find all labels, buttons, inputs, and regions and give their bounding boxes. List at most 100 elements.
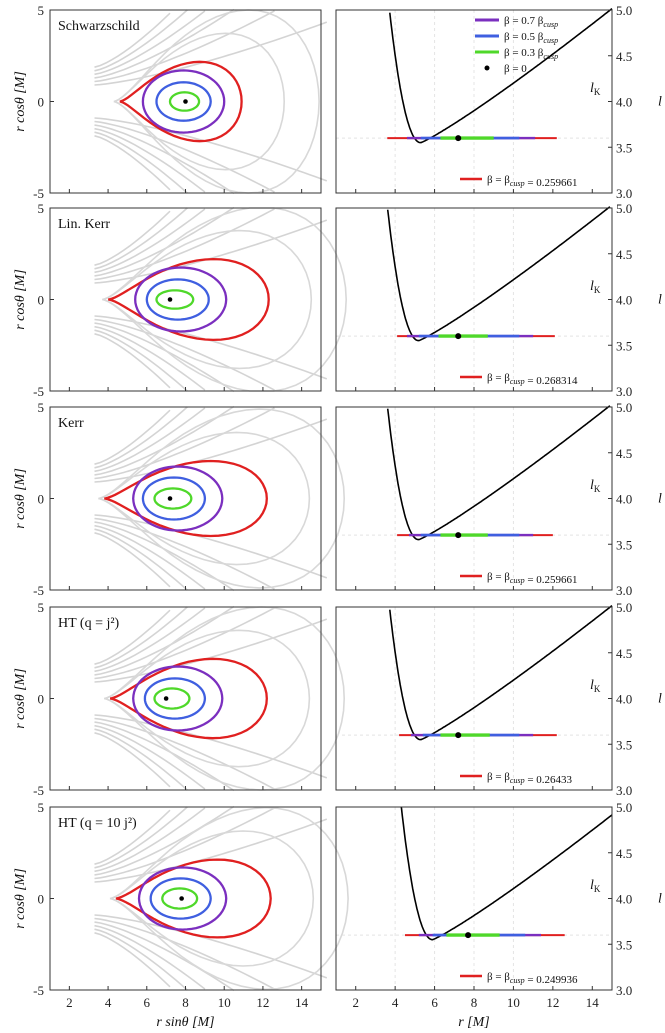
keplerian-curve	[400, 806, 613, 941]
equipotential-line	[94, 10, 206, 76]
equipotential-line	[94, 607, 275, 680]
keplerian-curve	[386, 206, 611, 342]
torus-contour-0	[119, 60, 243, 143]
equipotential-loop	[113, 32, 286, 171]
y-tick-label: -5	[33, 983, 44, 998]
lk-panel-5: 5.0 4.5 4.0 3.5 3.0 l 2 4 6 8 10 12 14 r [M] lK β = βcu…	[335, 800, 662, 1030]
equipotential-line	[94, 609, 171, 665]
pressure-max-point	[179, 896, 184, 901]
equipotential-line	[94, 532, 171, 588]
legend-label: β = 0.7 βcusp	[504, 15, 558, 29]
equipotential-loop	[98, 431, 311, 566]
y-tick-label: 5	[38, 400, 45, 415]
y-tick-label: 5	[38, 201, 45, 216]
torus-contour-1	[137, 866, 228, 931]
y-tick-label: 4.0	[616, 492, 632, 507]
equipotential-line	[94, 607, 206, 673]
torus-contour-0	[104, 459, 268, 538]
equipotential-line	[94, 418, 328, 483]
equipotential-loop	[109, 830, 315, 967]
y-tick-label: 5	[38, 600, 45, 615]
torus-contour-3	[153, 487, 193, 510]
equipotential-loop	[102, 229, 313, 370]
equipotential-line	[94, 924, 206, 990]
equipotential-line	[94, 721, 235, 792]
torus-contour-2	[149, 877, 212, 920]
keplerian-curve	[386, 405, 611, 541]
x-tick-label: 2	[352, 995, 359, 1010]
equipotential-lines	[94, 8, 328, 195]
x-tick-label: 14	[295, 995, 309, 1010]
equipotential-line	[94, 9, 188, 72]
contour-panel-2: 5 0 -5 Lin. Kerr r cosθ [M]	[13, 201, 348, 399]
equipotential-lines	[94, 805, 349, 992]
y-tick-label: 4.5	[616, 846, 632, 861]
curve-label: lK	[590, 279, 601, 295]
y-tick-label: 3.5	[616, 338, 632, 353]
curve-label: lK	[590, 478, 601, 494]
contour-panel-1: 5 0 -5 Schwarzschild r cosθ [M]	[13, 3, 328, 201]
equipotential-line	[94, 605, 235, 676]
y-tick-label: 5.0	[616, 800, 632, 815]
cusp-legend-label: β = βcusp = 0.268314	[487, 372, 578, 387]
equipotential-line	[94, 21, 328, 86]
torus-contour-3	[155, 289, 195, 310]
cusp-legend-label: β = βcusp = 0.259661	[487, 571, 578, 586]
y-tick-label: 5.0	[616, 400, 632, 415]
legend-label: β = 0.3 βcusp	[504, 47, 558, 61]
y-tick-label: 5.0	[616, 3, 632, 18]
cusp-legend-label: β = βcusp = 0.26433	[487, 771, 573, 786]
y-tick-label: 4.0	[616, 293, 632, 308]
equipotential-line	[94, 818, 328, 883]
torus-contour-0	[115, 858, 272, 939]
y-tick-label: -5	[33, 583, 44, 598]
pressure-max-point	[163, 696, 169, 701]
y-tick-label: 3.0	[616, 384, 632, 399]
y-tick-label: 3.0	[616, 983, 632, 998]
model-label: HT (q = 10 j²)	[58, 816, 137, 831]
y-tick-label: 4.0	[616, 95, 632, 110]
equipotential-line	[94, 807, 206, 873]
equipotential-line	[94, 728, 188, 791]
equipotential-line	[94, 12, 171, 68]
y-axis-label: r cosθ [M]	[13, 71, 28, 132]
model-label: Lin. Kerr	[58, 217, 110, 232]
equipotential-line	[94, 606, 188, 669]
equipotential-line	[94, 409, 171, 465]
equipotential-loop	[98, 408, 346, 589]
equipotential-line	[94, 732, 171, 788]
y-tick-label: 3.5	[616, 737, 632, 752]
equipotential-line	[94, 928, 188, 991]
torus-contour-3	[168, 91, 201, 112]
equipotential-line	[94, 127, 206, 193]
curve-label: lK	[590, 81, 601, 97]
cusp-legend-label: β = βcusp = 0.249936	[487, 971, 578, 986]
torus-contour-2	[145, 278, 210, 321]
equipotential-line	[94, 805, 235, 876]
x-tick-label: 10	[507, 995, 520, 1010]
equipotential-line	[94, 914, 328, 979]
equipotential-line	[94, 921, 235, 992]
y-tick-label: 0	[38, 293, 45, 308]
x-tick-label: 2	[66, 995, 73, 1010]
beta-zero-point	[455, 135, 462, 142]
y-tick-label: -5	[33, 384, 44, 399]
pressure-max-point	[167, 496, 173, 501]
equipotential-line	[94, 208, 275, 281]
equipotential-line	[94, 618, 328, 683]
y-axis-label: r cosθ [M]	[13, 468, 28, 529]
torus-contour-2	[141, 476, 207, 521]
keplerian-curve	[389, 7, 613, 144]
equipotential-line	[94, 325, 206, 391]
equipotential-line	[94, 208, 206, 274]
equipotential-line	[94, 528, 188, 591]
y-tick-label: -5	[33, 783, 44, 798]
x-axis-label: r [M]	[458, 1015, 490, 1030]
equipotential-lines	[94, 206, 348, 393]
equipotential-line	[94, 806, 188, 869]
torus-contour-1	[132, 665, 224, 732]
y-tick-label: 5.0	[616, 201, 632, 216]
y-axis-label: l	[658, 492, 662, 507]
torus-contour-2	[143, 677, 207, 720]
torus-contour-2	[155, 81, 212, 122]
